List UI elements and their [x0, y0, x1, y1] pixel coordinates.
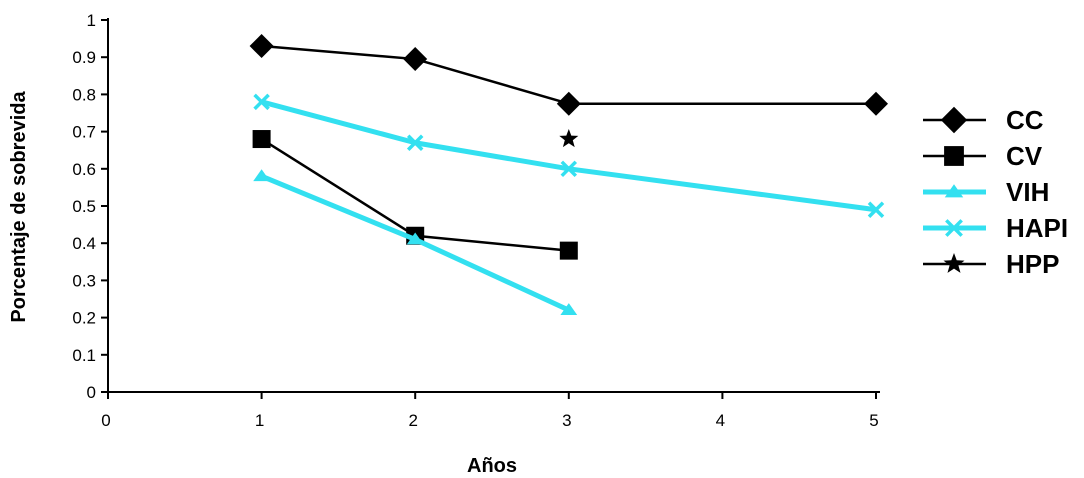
data-point — [403, 47, 428, 72]
data-point — [252, 130, 271, 149]
x-tick-label: 1 — [255, 411, 264, 430]
legend-label: HAPI — [1006, 213, 1068, 243]
axes: 0 0.1 0.2 0.3 0.4 0.5 0.6 0.7 0.8 0.9 1 0 1 2 3 4 5 — [72, 11, 880, 430]
legend-label: CV — [1006, 141, 1043, 171]
y-tick-label: 1 — [87, 11, 96, 30]
series-vih — [253, 169, 578, 316]
y-tick-label: 0.1 — [72, 346, 96, 365]
x-tick-label: 4 — [716, 411, 725, 430]
legend-item-cv: CV — [923, 141, 1043, 171]
legend-marker — [945, 219, 963, 237]
data-point — [556, 91, 581, 116]
legend-marker — [944, 184, 964, 198]
legend-marker — [944, 146, 964, 166]
data-point — [560, 160, 578, 178]
data-point — [559, 241, 578, 260]
x-tick-label: 0 — [101, 411, 110, 430]
series-line — [261, 44, 876, 105]
data-point — [406, 232, 424, 245]
legend-item-vih: VIH — [923, 177, 1049, 207]
data-point — [867, 201, 885, 218]
y-tick-label: 0.9 — [72, 48, 96, 67]
y-tick-label: 0 — [87, 383, 96, 402]
x-tick-label: 5 — [869, 411, 878, 430]
x-tick-label: 2 — [408, 411, 417, 430]
legend-label: CC — [1006, 105, 1044, 135]
y-axis-title: Porcentaje de sobrevida — [8, 91, 30, 323]
legend-label: VIH — [1006, 177, 1049, 207]
legend-marker — [943, 253, 965, 273]
series-layer — [249, 34, 888, 316]
legend-label: HPP — [1006, 249, 1059, 279]
x-tick-label: 3 — [562, 411, 571, 430]
legend-item-hpp: HPP — [923, 249, 1059, 279]
data-point — [559, 129, 579, 148]
series-hapi — [253, 93, 885, 218]
data-point — [253, 169, 270, 182]
y-tick-label: 0.5 — [72, 197, 96, 216]
y-tick-label: 0.7 — [72, 123, 96, 142]
data-point — [864, 91, 888, 116]
y-tick-label: 0.4 — [72, 234, 96, 253]
data-point — [560, 303, 578, 316]
series-hpp — [559, 129, 579, 148]
y-tick-label: 0.3 — [72, 271, 96, 290]
data-point — [253, 93, 270, 111]
legend-item-cc: CC — [923, 105, 1044, 135]
series-cc — [249, 34, 888, 116]
y-tick-label: 0.6 — [72, 160, 96, 179]
legend-item-hapi: HAPI — [923, 213, 1068, 243]
series-line — [260, 99, 877, 213]
legend: CC CV VIH HAPI HPP — [923, 105, 1068, 279]
data-point — [406, 134, 424, 151]
x-axis-title: Años — [467, 455, 517, 477]
legend-marker — [940, 106, 968, 134]
y-tick-label: 0.2 — [72, 309, 96, 328]
data-point — [249, 34, 274, 59]
y-tick-label: 0.8 — [72, 85, 96, 104]
